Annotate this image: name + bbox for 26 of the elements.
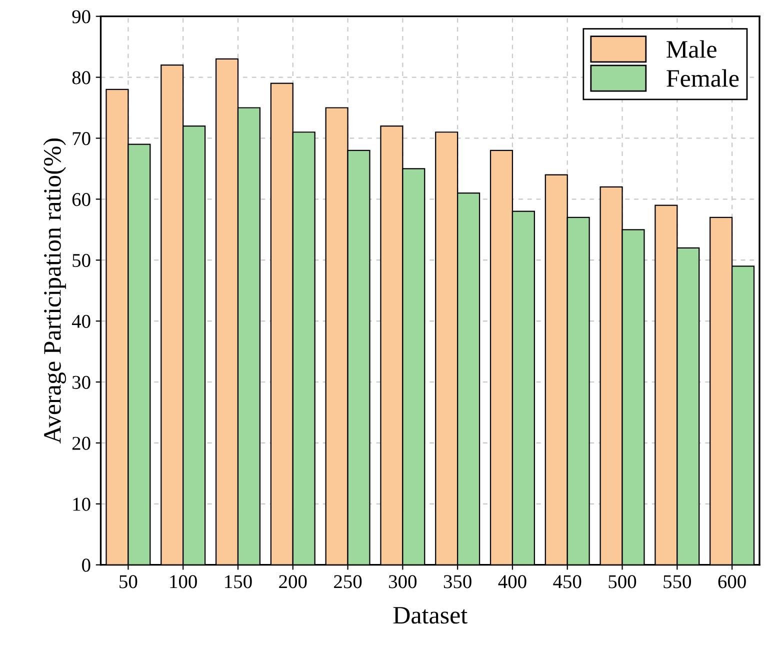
x-tick-label: 200 <box>279 575 307 588</box>
x-tick-label: 350 <box>444 575 472 588</box>
legend-label: Female <box>666 69 739 87</box>
x-tick-label: 550 <box>664 575 691 588</box>
y-tick-label: 80 <box>72 71 90 84</box>
legend-label: Male <box>666 40 716 58</box>
x-tick-label: 600 <box>718 575 746 588</box>
y-tick-label: 10 <box>73 498 90 511</box>
y-tick-label: 90 <box>72 10 90 24</box>
x-axis-title: Dataset <box>393 607 468 624</box>
y-tick-label: 0 <box>82 558 90 572</box>
y-tick-label: 60 <box>72 192 90 206</box>
y-axis-title: Average Participation ratio(%) <box>43 138 66 444</box>
x-tick-label: 150 <box>225 575 252 588</box>
y-tick-label: 40 <box>72 314 90 328</box>
x-tick-label: 250 <box>334 575 362 588</box>
x-tick-label: 50 <box>120 575 138 588</box>
x-tick-label: 450 <box>553 575 582 588</box>
x-tick-label: 400 <box>498 575 526 588</box>
x-tick-label: 500 <box>608 575 636 588</box>
y-tick-label: 20 <box>72 436 90 450</box>
y-tick-label: 70 <box>72 132 90 146</box>
x-tick-label: 300 <box>389 575 417 588</box>
y-tick-label: 30 <box>72 376 90 389</box>
x-tick-label: 100 <box>170 575 197 588</box>
y-tick-label: 50 <box>72 254 90 268</box>
